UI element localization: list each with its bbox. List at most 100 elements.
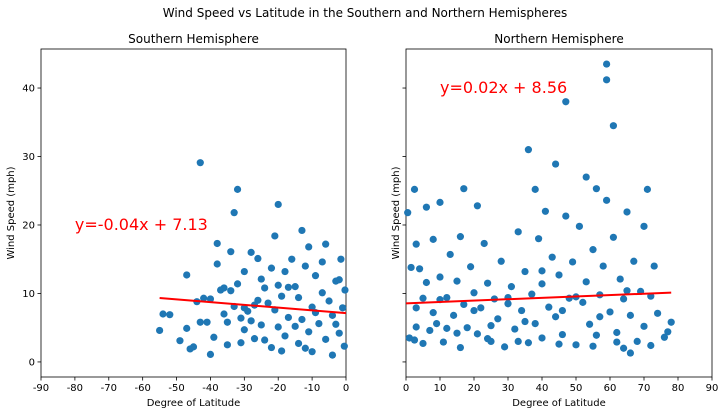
x-tick-label: 40 bbox=[536, 383, 549, 394]
data-point bbox=[429, 235, 437, 243]
data-point bbox=[528, 290, 536, 298]
data-point bbox=[298, 226, 306, 235]
data-point bbox=[586, 320, 594, 328]
subplot-title: Northern Hemisphere bbox=[494, 32, 623, 46]
data-point bbox=[664, 328, 672, 336]
data-point bbox=[278, 347, 286, 355]
x-tick-label: 60 bbox=[604, 383, 617, 394]
data-point bbox=[298, 315, 306, 324]
x-tick-label: 80 bbox=[672, 383, 685, 394]
data-point bbox=[223, 318, 231, 326]
data-point bbox=[294, 293, 303, 302]
data-point bbox=[308, 348, 316, 356]
x-tick-label: 70 bbox=[638, 383, 651, 394]
data-point bbox=[443, 324, 451, 332]
data-point bbox=[521, 267, 529, 276]
x-tick-label: -10 bbox=[304, 383, 320, 394]
data-point bbox=[237, 314, 245, 322]
data-point bbox=[647, 341, 655, 350]
data-point bbox=[341, 286, 349, 294]
x-tick-label: 20 bbox=[468, 383, 481, 394]
x-tick-label: 0 bbox=[403, 383, 409, 394]
data-point bbox=[412, 323, 420, 331]
data-point bbox=[603, 196, 611, 204]
data-point bbox=[294, 339, 303, 348]
data-point bbox=[589, 342, 597, 350]
data-point bbox=[200, 294, 208, 302]
data-point bbox=[450, 311, 458, 319]
data-point bbox=[196, 159, 204, 167]
data-point bbox=[264, 299, 272, 307]
data-point bbox=[626, 311, 635, 319]
regression-equation: y=0.02x + 8.56 bbox=[440, 78, 567, 97]
x-tick-label: 10 bbox=[434, 383, 447, 394]
x-axis-label: Degree of Latitude bbox=[147, 398, 241, 409]
data-point bbox=[213, 239, 221, 248]
data-point bbox=[460, 300, 468, 309]
data-point bbox=[227, 248, 235, 256]
data-point bbox=[261, 284, 269, 292]
data-point bbox=[569, 258, 577, 266]
data-point bbox=[426, 326, 434, 335]
data-point bbox=[206, 350, 215, 359]
data-point bbox=[620, 295, 628, 303]
data-point bbox=[261, 336, 269, 344]
data-point bbox=[548, 253, 556, 261]
data-point bbox=[328, 351, 337, 359]
data-point bbox=[623, 208, 631, 216]
data-point bbox=[419, 339, 427, 348]
figure-title: Wind Speed vs Latitude in the Southern a… bbox=[163, 6, 568, 20]
data-point bbox=[603, 60, 611, 68]
data-point bbox=[582, 173, 590, 181]
data-point bbox=[220, 284, 228, 292]
data-point bbox=[337, 255, 345, 263]
data-point bbox=[410, 185, 419, 193]
data-point bbox=[416, 265, 424, 273]
x-tick-label: -50 bbox=[168, 383, 184, 394]
data-point bbox=[538, 280, 546, 288]
data-point bbox=[603, 76, 611, 84]
data-point bbox=[555, 271, 563, 279]
data-point bbox=[183, 271, 191, 279]
data-point bbox=[196, 318, 204, 326]
data-point bbox=[613, 328, 621, 337]
data-point bbox=[541, 207, 550, 215]
data-point bbox=[538, 267, 546, 275]
data-point bbox=[254, 296, 262, 304]
data-point bbox=[189, 343, 198, 351]
data-point bbox=[237, 339, 245, 347]
data-point bbox=[579, 298, 587, 306]
data-point bbox=[436, 198, 444, 206]
data-point bbox=[315, 319, 323, 328]
x-tick-label: 50 bbox=[570, 383, 583, 394]
data-point bbox=[456, 343, 464, 352]
data-point bbox=[339, 304, 347, 312]
data-point bbox=[240, 267, 248, 276]
data-point bbox=[494, 315, 502, 323]
data-point bbox=[335, 329, 343, 337]
data-point bbox=[562, 212, 570, 220]
data-point bbox=[552, 160, 560, 168]
data-point bbox=[412, 240, 420, 248]
x-tick-label: -40 bbox=[202, 383, 218, 394]
data-point bbox=[422, 203, 430, 211]
data-point bbox=[616, 275, 624, 283]
data-point bbox=[311, 272, 320, 280]
data-point bbox=[220, 310, 228, 318]
data-point bbox=[159, 310, 167, 318]
data-point bbox=[453, 329, 461, 337]
data-point bbox=[254, 254, 262, 263]
data-point bbox=[518, 306, 526, 315]
x-tick-label: 30 bbox=[502, 383, 515, 394]
data-point bbox=[504, 300, 512, 308]
data-point bbox=[301, 262, 309, 270]
data-point bbox=[487, 322, 495, 330]
y-tick-label: 10 bbox=[22, 289, 35, 300]
data-point bbox=[443, 293, 451, 302]
data-point bbox=[278, 292, 286, 300]
data-point bbox=[501, 343, 509, 351]
data-point bbox=[439, 338, 447, 346]
data-point bbox=[203, 318, 211, 326]
northern-hemisphere-panel: Northern Hemisphere 0 10 20 30 40 50 60 70 80 90 De… bbox=[391, 32, 718, 409]
data-point bbox=[640, 322, 648, 330]
